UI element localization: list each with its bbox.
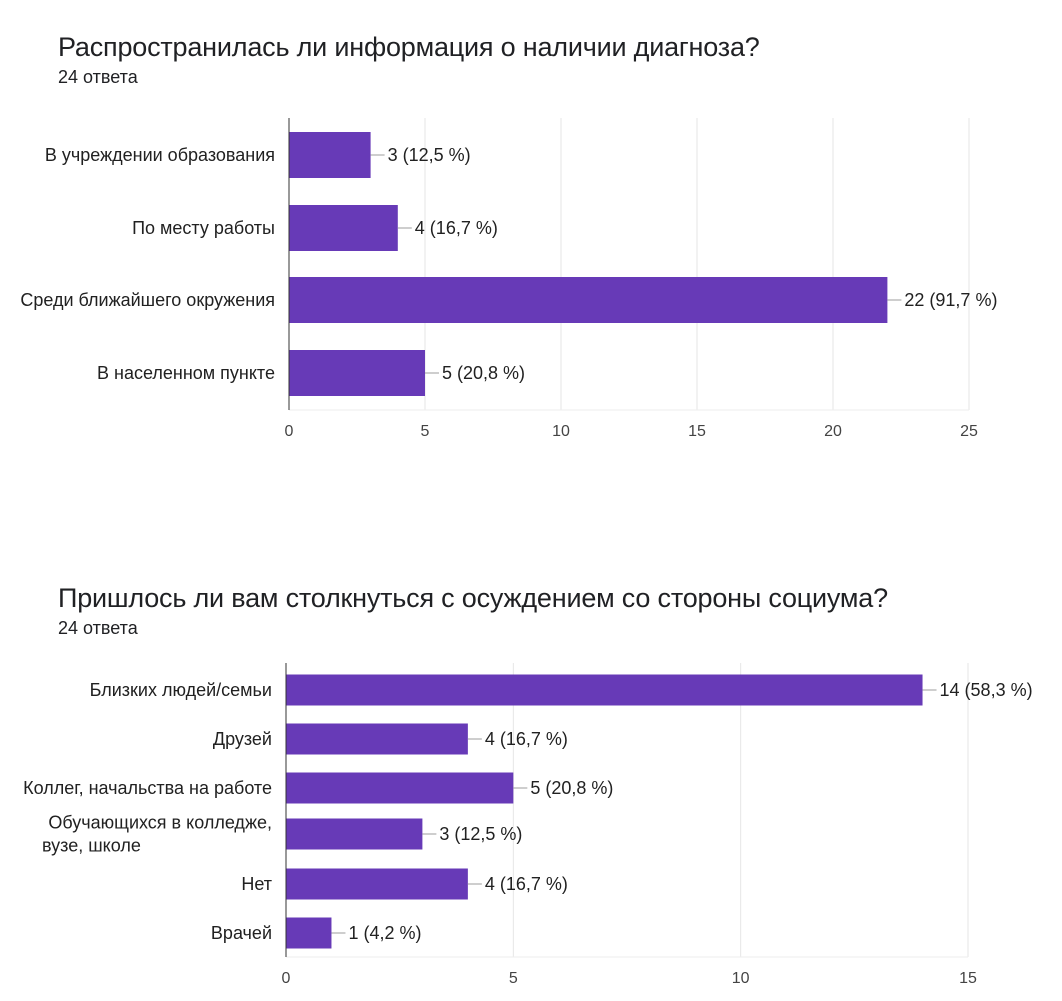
- value-label: 4 (16,7 %): [485, 729, 568, 749]
- x-tick-label: 20: [824, 423, 842, 440]
- category-label: Среди ближайшего окружения: [20, 290, 275, 310]
- category-label: вузе, школе: [42, 836, 141, 856]
- value-label: 1 (4,2 %): [348, 923, 421, 943]
- value-label: 5 (20,8 %): [530, 778, 613, 798]
- category-label: Нет: [241, 874, 272, 894]
- category-label: Близких людей/семьи: [90, 680, 272, 700]
- chart-1-subtitle: 24 ответа: [58, 67, 138, 87]
- bar[interactable]: [286, 772, 514, 804]
- category-label: По месту работы: [132, 218, 275, 238]
- value-label: 14 (58,3 %): [940, 680, 1033, 700]
- value-label: 22 (91,7 %): [904, 290, 997, 310]
- bar[interactable]: [289, 350, 425, 396]
- bar[interactable]: [286, 868, 468, 900]
- x-tick-label: 5: [421, 423, 430, 440]
- x-tick-label: 25: [960, 423, 978, 440]
- x-tick-label: 15: [959, 970, 977, 987]
- bar[interactable]: [286, 917, 332, 949]
- category-label: Обучающихся в колледже,: [48, 813, 272, 833]
- x-tick-label: 10: [732, 970, 750, 987]
- bar[interactable]: [286, 723, 468, 755]
- x-tick-label: 15: [688, 423, 706, 440]
- value-label: 4 (16,7 %): [415, 218, 498, 238]
- x-tick-label: 0: [285, 423, 294, 440]
- chart-1-plot: 0 5 10 15 20 25 3 (12,5 %) В учреждении образов…: [20, 118, 997, 440]
- value-label: 5 (20,8 %): [442, 363, 525, 383]
- value-label: 3 (12,5 %): [439, 824, 522, 844]
- chart-1-title: Распространилась ли информация о наличии…: [58, 32, 760, 62]
- x-tick-label: 10: [552, 423, 570, 440]
- bar[interactable]: [286, 674, 923, 706]
- chart-1: Распространилась ли информация о наличии…: [0, 0, 1062, 480]
- bar[interactable]: [289, 277, 888, 323]
- category-label: В учреждении образования: [45, 145, 275, 165]
- category-label: Друзей: [213, 729, 272, 749]
- chart-2-title: Пришлось ли вам столкнуться с осуждением…: [58, 583, 888, 613]
- bar[interactable]: [289, 205, 398, 251]
- category-label: В населенном пункте: [97, 363, 275, 383]
- bar[interactable]: [289, 132, 371, 178]
- bar[interactable]: [286, 818, 423, 850]
- value-label: 3 (12,5 %): [388, 145, 471, 165]
- category-label: Коллег, начальства на работе: [23, 778, 272, 798]
- x-tick-label: 5: [509, 970, 518, 987]
- x-tick-label: 0: [282, 970, 291, 987]
- value-label: 4 (16,7 %): [485, 874, 568, 894]
- category-label: Врачей: [211, 923, 272, 943]
- chart-2-subtitle: 24 ответа: [58, 618, 138, 638]
